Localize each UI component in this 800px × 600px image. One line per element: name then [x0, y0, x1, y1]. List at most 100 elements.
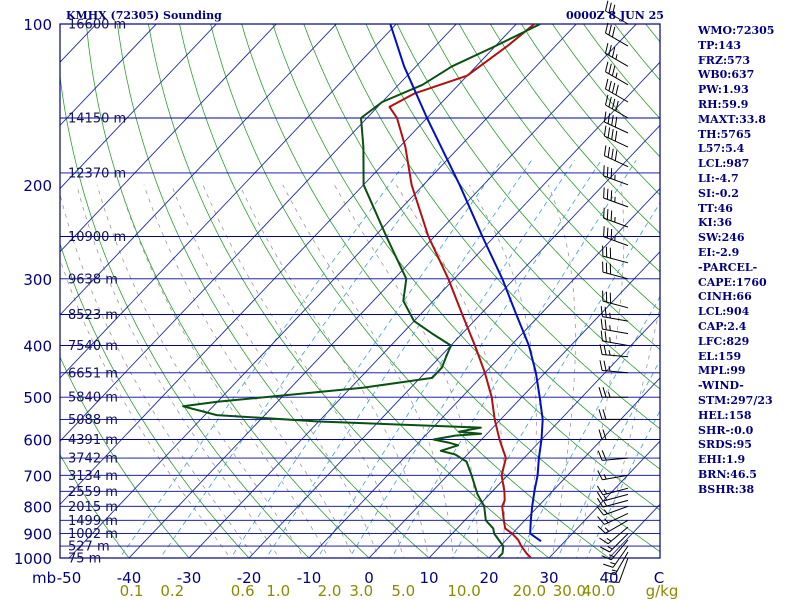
height-label: 5088 m: [68, 413, 118, 428]
wind-barb-staff: [610, 539, 629, 561]
wind-barb-staff: [605, 10, 629, 25]
isotherm-line: [248, 124, 660, 558]
temperature-tick-label: 10: [419, 569, 438, 587]
sidebar-line: MPL:99: [698, 364, 746, 378]
wind-barb-flag: [607, 127, 611, 138]
mixing-ratio-tick-label: 0.2: [160, 582, 184, 600]
sidebar-line: CAPE:1760: [698, 275, 767, 289]
wind-barb: [602, 261, 629, 280]
wind-barb-flag: [605, 22, 609, 34]
wind-barb-staff: [602, 370, 629, 374]
sounding-indices-panel: WMO:72305 TP:143 FRZ:573 WB0:637 PW:1.93 RH:5…: [698, 24, 800, 498]
moist-adiabat-line: [600, 304, 660, 558]
height-label: 12370 m: [68, 166, 126, 181]
isotherm-line: [60, 24, 397, 379]
wind-barb-flag: [604, 331, 607, 342]
dry-adiabat-line: [241, 24, 660, 553]
wind-barb-flag: [610, 190, 613, 201]
sidebar-line: RH:59.9: [698, 97, 749, 111]
mixing-ratio-line: [348, 160, 602, 558]
wind-barb: [605, 61, 629, 86]
wind-barb: [599, 344, 629, 358]
wind-barb-flag: [608, 2, 612, 14]
mixing-ratio-tick-label: 0.1: [120, 582, 144, 600]
wind-barb-flag: [605, 0, 609, 12]
sidebar-line: MAXT:33.8: [698, 112, 766, 126]
wind-barb-flag: [597, 525, 606, 534]
wind-barb-flag: [602, 409, 607, 420]
sidebar-line: EI:-2.9: [698, 245, 740, 259]
sidebar-line: PW:1.93: [698, 83, 749, 97]
sidebar-line: BRN:46.5: [698, 467, 757, 481]
parcel-line: [389, 24, 544, 543]
wind-barb: [598, 387, 628, 398]
wind-barb-half-flag: [610, 562, 616, 565]
wind-barb-flag: [608, 63, 612, 74]
mixing-ratio-tick-label: 0.6: [231, 582, 255, 600]
wind-barb-staff: [602, 316, 629, 322]
wind-barb-flag: [603, 145, 607, 156]
mixing-ratio-line: [586, 409, 660, 558]
wind-barb-staff: [607, 526, 629, 545]
mixing-ratio-line: [119, 160, 408, 558]
wind-barb-half-flag: [608, 554, 615, 558]
height-label: 9638 m: [68, 272, 118, 287]
wind-barb-flag: [608, 581, 620, 583]
wind-barb-flag: [614, 150, 618, 161]
height-label: 75 m: [68, 552, 101, 567]
wind-barb-half-flag: [603, 509, 608, 515]
wind-barb-half-flag: [603, 501, 608, 507]
wind-barb-flag: [608, 24, 612, 36]
isotherm-line: [60, 24, 157, 127]
wind-barb: [600, 533, 629, 553]
moist-adiabat-line: [333, 184, 479, 558]
moist-adiabat-line: [60, 192, 256, 558]
wind-barb-half-flag: [603, 489, 608, 495]
wind-barb-staff: [602, 493, 629, 502]
sidebar-line: TH:5765: [698, 127, 752, 141]
wind-barb-flag: [611, 26, 616, 38]
wind-barb-flag: [600, 330, 603, 342]
wind-barb-flag: [611, 148, 614, 160]
wind-barb-flag: [610, 168, 613, 179]
isotherm-line: [128, 24, 637, 558]
dry-adiabat-line: [303, 24, 660, 470]
sidebar-line: SRDS:95: [698, 438, 752, 452]
wind-barb-flag: [603, 344, 607, 356]
mixing-ratio-tick-label: 5.0: [391, 582, 415, 600]
dry-adiabat-line: [365, 24, 660, 390]
mixing-ratio-line: [556, 359, 660, 558]
mixing-ratio-tick-label: 1.0: [266, 582, 290, 600]
dry-adiabats: [60, 24, 660, 558]
wind-barb: [600, 306, 629, 322]
sidebar-line: WB0:637: [698, 68, 755, 82]
isotherm-line: [488, 377, 660, 558]
wind-barb-flag: [605, 61, 609, 72]
wind-barb-staff: [602, 328, 629, 335]
wind-barb-half-flag: [606, 537, 612, 542]
moist-adiabat-line: [76, 184, 280, 558]
temperature-tick-label: -40: [117, 569, 142, 587]
height-label: 527 m: [68, 540, 110, 555]
wind-barb-flag: [611, 65, 616, 76]
wind-barb: [608, 557, 629, 583]
wind-barb-half-flag: [604, 527, 610, 532]
wind-barb-staff: [603, 175, 629, 186]
height-label: 3742 m: [68, 452, 118, 467]
moist-adiabat-line: [118, 184, 330, 558]
wind-barb-staff: [603, 197, 629, 208]
wind-barb: [605, 78, 629, 103]
chart-title: KMHX (72305) Sounding: [66, 9, 222, 22]
temperature-tick-label: -50: [57, 569, 82, 587]
axis-labels: 0.1 0.2 0.6 1.0 2.0 3.0 5.0 10.0 20.0 30.040.0 g/k…: [14, 16, 679, 600]
wind-barb-flag: [604, 319, 607, 330]
wind-barb-flag: [601, 555, 612, 561]
height-label: 10900 m: [68, 230, 126, 245]
wind-barb-flag: [598, 409, 603, 420]
wind-barb-staff: [605, 519, 629, 534]
wind-barb-staff: [612, 545, 629, 568]
dry-adiabat-line: [147, 24, 490, 558]
wind-barb: [603, 187, 629, 208]
pressure-tick-label: 300: [23, 271, 52, 289]
